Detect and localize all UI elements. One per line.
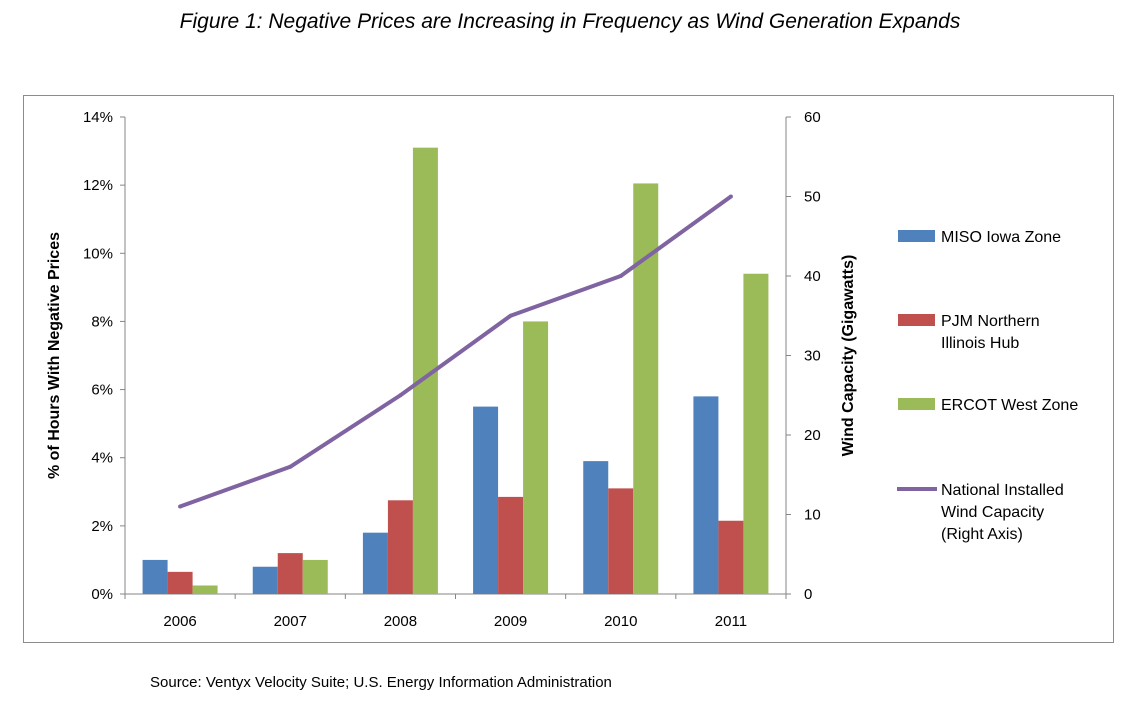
- bar-pjm-northern-illinois-hub: [498, 496, 524, 594]
- bar-miso-iowa-zone: [693, 396, 719, 594]
- y-tick-label-right: 20: [804, 427, 821, 444]
- y-tick-label-left: 10%: [83, 245, 113, 262]
- bar-pjm-northern-illinois-hub: [387, 500, 413, 594]
- x-tick-label: 2011: [715, 613, 747, 630]
- legend-swatch-2: [898, 398, 935, 410]
- bar-miso-iowa-zone: [473, 406, 499, 594]
- wind-capacity-point: [398, 393, 403, 398]
- y-tick-label-left: 6%: [91, 382, 113, 399]
- y-axis-title-right: Wind Capacity (Gigawatts): [840, 255, 857, 457]
- figure-title: Figure 1: Negative Prices are Increasing…: [179, 10, 961, 33]
- x-tick-label: 2008: [384, 613, 417, 630]
- y-tick-label-right: 30: [804, 348, 821, 365]
- bar-ercot-west-zone: [633, 183, 659, 595]
- y-tick-label-left: 8%: [91, 313, 113, 330]
- y-tick-label-left: 4%: [91, 450, 113, 467]
- x-tick-label: 2006: [163, 613, 196, 630]
- bar-ercot-west-zone: [743, 273, 769, 594]
- wind-capacity-line: [179, 194, 733, 509]
- source-note: Source: Ventyx Velocity Suite; U.S. Ener…: [150, 674, 612, 691]
- y-tick-label-right: 60: [804, 109, 821, 126]
- y-axis-title-left: % of Hours With Negative Prices: [46, 232, 63, 479]
- y-tick-label-right: 10: [804, 507, 821, 524]
- y-tick-label-left: 0%: [91, 586, 113, 603]
- wind-capacity-point: [618, 274, 623, 278]
- y-tick-label-right: 0: [804, 586, 812, 603]
- legend-swatch-1: [898, 314, 935, 326]
- bar-pjm-northern-illinois-hub: [718, 520, 744, 594]
- y-tick-label-right: 50: [804, 189, 821, 206]
- legend-swatch-0: [898, 230, 935, 242]
- legend-label-1: PJM Northern: [941, 313, 1040, 330]
- legend-label-3: Wind Capacity: [941, 504, 1044, 521]
- bar-ercot-west-zone: [523, 321, 549, 594]
- bar-miso-iowa-zone: [583, 461, 609, 594]
- wind-capacity-point: [288, 464, 293, 469]
- y-tick-label-left: 14%: [83, 109, 113, 126]
- bar-miso-iowa-zone: [252, 566, 278, 594]
- y-tick-label-right: 40: [804, 268, 821, 285]
- legend-label-3: (Right Axis): [941, 526, 1023, 543]
- wind-capacity-point: [728, 194, 733, 199]
- x-tick-label: 2007: [274, 613, 307, 630]
- legend-label-3: National Installed: [941, 482, 1064, 499]
- chart-frame: [23, 95, 1114, 643]
- y-tick-label-left: 12%: [83, 177, 113, 194]
- wind-capacity-point: [178, 504, 183, 509]
- bar-ercot-west-zone: [302, 559, 328, 594]
- x-tick-label: 2009: [494, 613, 527, 630]
- x-tick-label: 2010: [604, 613, 637, 630]
- legend-label-1: Illinois Hub: [941, 335, 1019, 352]
- bar-ercot-west-zone: [192, 585, 218, 594]
- legend-label-0: MISO Iowa Zone: [941, 229, 1061, 246]
- bar-pjm-northern-illinois-hub: [608, 488, 634, 594]
- bar-pjm-northern-illinois-hub: [277, 553, 303, 594]
- y-tick-label-left: 2%: [91, 518, 113, 535]
- bar-miso-iowa-zone: [142, 559, 168, 594]
- bar-pjm-northern-illinois-hub: [167, 571, 193, 594]
- bar-miso-iowa-zone: [362, 532, 388, 594]
- legend-label-2: ERCOT West Zone: [941, 397, 1078, 414]
- wind-capacity-point: [508, 313, 513, 318]
